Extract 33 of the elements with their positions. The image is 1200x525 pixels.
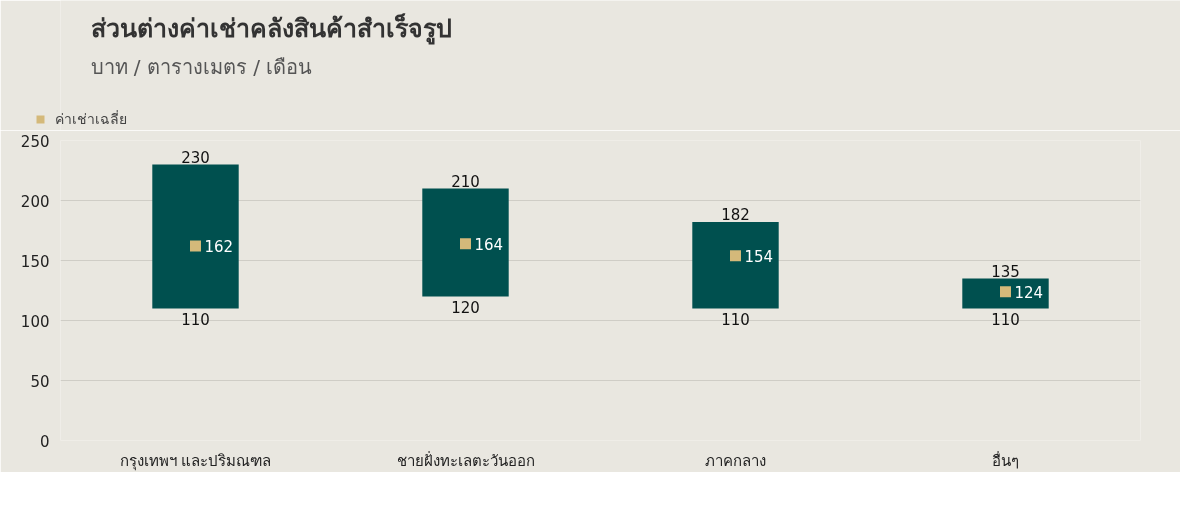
- data-label: 135: [991, 262, 1020, 281]
- data-label: 162: [204, 238, 234, 257]
- data-label: 182: [721, 206, 750, 225]
- x-tick-label: กรุงเทพฯ และปริมณฑล: [119, 451, 272, 471]
- x-tick-label: อื่นๆ: [992, 449, 1019, 470]
- point: [190, 240, 201, 252]
- bar: [692, 222, 779, 309]
- annotation: 110: [181, 310, 210, 329]
- data-label: 124: [1014, 283, 1044, 302]
- bar: [422, 188, 509, 297]
- bar: [962, 278, 1049, 309]
- annotation: 110: [991, 310, 1020, 329]
- point: [1000, 286, 1011, 298]
- chart-subtitle: บาท / ตารางเมตร / เดือน: [90, 54, 313, 79]
- data-label: 210: [451, 172, 480, 191]
- x-tick-label: ชายฝั่งทะเลตะวันออก: [396, 449, 535, 470]
- y-tick-label: 50: [30, 372, 50, 391]
- x-tick-label: ภาคกลาง: [705, 451, 766, 470]
- data-label: 230: [181, 148, 210, 167]
- y-tick-label: 150: [20, 252, 50, 271]
- point: [730, 250, 741, 262]
- legend-label: ค่าเช่าเฉลี่ย: [55, 109, 127, 129]
- data-label: 164: [474, 235, 504, 254]
- chart-title: ส่วนต่างค่าเช่าคลังสินค้าสำเร็จรูป: [90, 12, 452, 45]
- annotation: 110: [721, 310, 750, 329]
- y-tick-label: 250: [20, 132, 50, 151]
- point: [460, 238, 471, 250]
- data-label: 154: [744, 247, 774, 266]
- bar: [152, 164, 239, 309]
- y-tick-label: 0: [39, 432, 50, 451]
- annotation: 120: [451, 298, 480, 317]
- y-tick-label: 100: [20, 312, 50, 331]
- y-tick-label: 200: [20, 192, 50, 211]
